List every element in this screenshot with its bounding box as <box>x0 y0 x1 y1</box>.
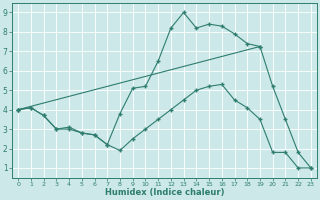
X-axis label: Humidex (Indice chaleur): Humidex (Indice chaleur) <box>105 188 224 197</box>
